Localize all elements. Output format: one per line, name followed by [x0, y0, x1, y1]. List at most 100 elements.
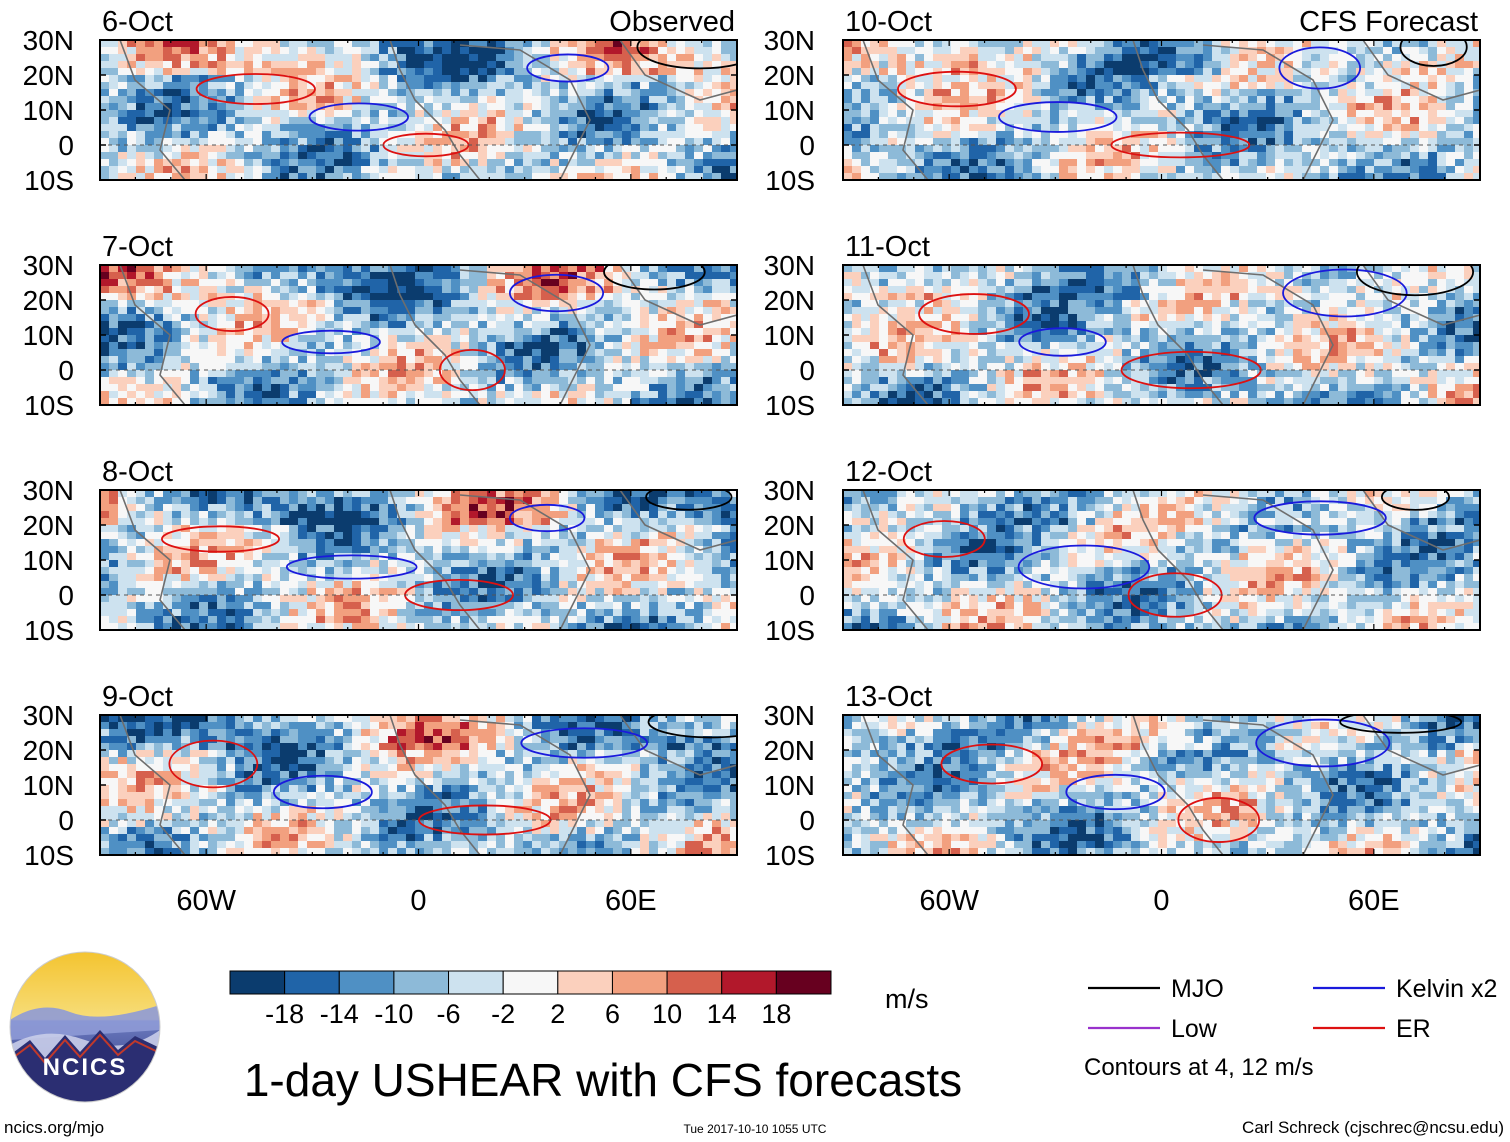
legend-label: Kelvin x2 — [1396, 975, 1497, 1003]
contour — [508, 273, 605, 313]
colorbar-swatch — [338, 970, 395, 995]
lat-tick-label: 10S — [24, 165, 74, 196]
lat-tick-label: 10S — [24, 615, 74, 646]
map-panel-7-Oct: 30N 20N 10N 0 10S 7-Oct — [23, 231, 738, 421]
contours-note: Contours at 4, 12 m/s — [1084, 1054, 1313, 1081]
colorbar-swatch — [721, 970, 777, 995]
lon-tick-label: 0 — [410, 885, 426, 917]
lat-tick-label: 0 — [799, 580, 815, 611]
colorbar-tick-label: 14 — [707, 999, 737, 1029]
contour — [1253, 500, 1387, 536]
footer-credit: Carl Schreck (cjschrec@ncsu.edu) — [1242, 1118, 1504, 1137]
lat-tick-label: 10S — [24, 390, 74, 421]
lat-tick-label: 10N — [764, 545, 815, 576]
shear-field — [100, 40, 737, 180]
shear-field — [100, 490, 737, 630]
lat-tick-label: 30N — [23, 700, 74, 731]
contour — [1018, 327, 1107, 357]
contour — [1255, 718, 1391, 768]
lat-tick-label: 30N — [23, 25, 74, 56]
lat-tick-label: 10N — [764, 320, 815, 351]
legend-label: MJO — [1171, 975, 1224, 1003]
lat-tick-label: 10S — [765, 165, 815, 196]
chart-title: 1-day USHEAR with CFS forecasts — [244, 1054, 962, 1106]
longitude-labels: 60W 0 60E 60W 0 60E — [176, 885, 1399, 917]
contour — [897, 70, 1017, 108]
legend-label: Low — [1171, 1015, 1218, 1043]
coastlines — [862, 265, 1480, 405]
lat-tick-label: 20N — [23, 510, 74, 541]
contour — [1278, 46, 1362, 90]
map-panel-6-Oct: 30N 20N 10N 0 10S 6-Oct Observed — [23, 6, 738, 196]
panel-date-label: 9-Oct — [102, 681, 173, 713]
map-panel-12-Oct: 30N 20N 10N 0 10S 12-Oct — [764, 456, 1481, 646]
shear-field — [843, 265, 1480, 405]
lat-tick-label: 10N — [23, 545, 74, 576]
lat-tick-label: 10S — [765, 840, 815, 871]
contour — [902, 520, 986, 558]
shear-field — [100, 265, 737, 405]
logo-text: NCICS — [43, 1054, 128, 1081]
lat-tick-label: 10S — [765, 390, 815, 421]
lat-tick-label: 0 — [58, 805, 74, 836]
colorbar-swatch — [229, 970, 286, 995]
panel-header-left: Observed — [609, 6, 735, 38]
lat-tick-label: 20N — [764, 285, 815, 316]
legend-label: ER — [1396, 1015, 1431, 1043]
lon-tick-label: 60E — [1348, 885, 1400, 917]
panel-date-label: 6-Oct — [102, 6, 173, 38]
contour — [285, 554, 418, 580]
lon-tick-label: 60W — [919, 885, 979, 917]
lat-tick-label: 10S — [24, 840, 74, 871]
contour — [636, 40, 737, 70]
lat-tick-label: 0 — [58, 580, 74, 611]
contour — [281, 329, 381, 355]
colorbar-tick-label: 18 — [761, 999, 791, 1029]
contour — [272, 774, 373, 810]
lat-tick-label: 20N — [23, 285, 74, 316]
colorbar-tick-label: -14 — [320, 999, 359, 1029]
map-panel-11-Oct: 30N 20N 10N 0 10S 11-Oct — [764, 231, 1481, 421]
coastlines — [862, 490, 1480, 630]
colorbar-swatch — [502, 970, 559, 995]
colorbar-swatch — [557, 970, 613, 995]
map-panel-8-Oct: 30N 20N 10N 0 10S 8-Oct — [23, 456, 738, 646]
contour — [1017, 544, 1151, 590]
colorbar-tick-label: -18 — [265, 999, 304, 1029]
colorbar-tick-label: 10 — [652, 999, 682, 1029]
colorbar-swatch — [284, 970, 340, 995]
shear-field — [843, 40, 1480, 180]
lat-tick-label: 10N — [23, 95, 74, 126]
contour — [168, 739, 259, 789]
contour — [645, 490, 733, 511]
panel-date-label: 13-Oct — [845, 681, 932, 713]
panel-date-label: 10-Oct — [845, 6, 932, 38]
coastlines — [119, 490, 737, 630]
contour — [520, 727, 649, 759]
contour — [940, 743, 1044, 785]
lat-tick-label: 30N — [23, 250, 74, 281]
colorbar-swatch — [775, 970, 832, 995]
lat-tick-label: 0 — [799, 805, 815, 836]
map-panel-10-Oct: 30N 20N 10N 0 10S 10-Oct CFS Forecast — [764, 6, 1481, 196]
contour — [1380, 490, 1450, 511]
lat-tick-label: 10N — [764, 770, 815, 801]
lat-tick-label: 0 — [799, 130, 815, 161]
footer-timestamp: Tue 2017-10-10 1055 UTC — [684, 1122, 827, 1136]
contour — [508, 503, 586, 533]
contour — [194, 296, 270, 332]
contour — [526, 53, 610, 83]
lat-tick-label: 30N — [23, 475, 74, 506]
footer-url[interactable]: ncics.org/mjo — [4, 1118, 104, 1137]
colorbar-tick-label: -2 — [491, 999, 515, 1029]
contour — [308, 102, 409, 132]
lat-tick-label: 20N — [764, 60, 815, 91]
lon-tick-label: 60W — [176, 885, 236, 917]
lat-tick-label: 20N — [23, 735, 74, 766]
map-panel-9-Oct: 30N 20N 10N 0 10S 9-Oct — [23, 681, 738, 871]
map-panels: 30N 20N 10N 0 10S 6-Oct Observed 30N 20N 10N 0 10S 7… — [23, 6, 1481, 871]
contour — [1355, 265, 1474, 297]
contour — [647, 715, 737, 739]
contour — [195, 73, 316, 105]
